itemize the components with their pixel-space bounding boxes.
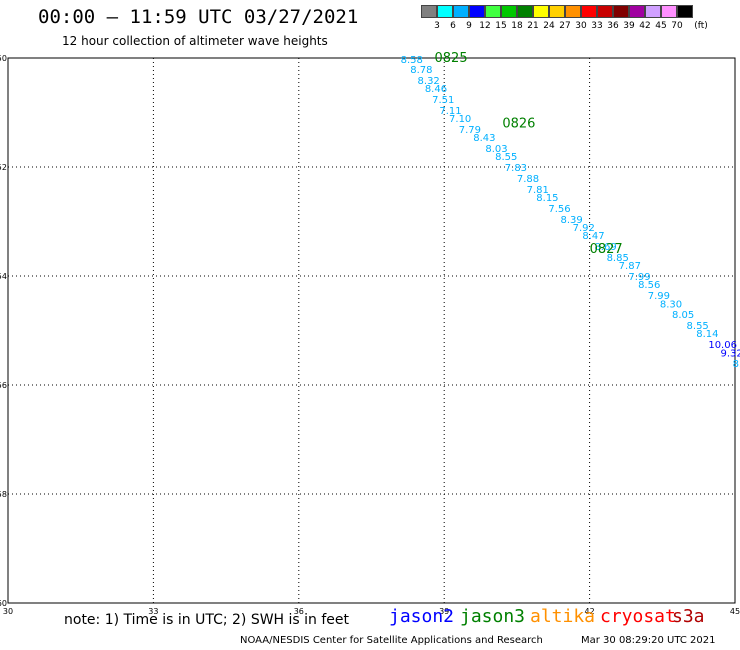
lon-tick-label: 33 bbox=[148, 607, 158, 616]
lat-tick-label: -54 bbox=[0, 272, 7, 281]
scale-swatch bbox=[453, 5, 469, 18]
scale-label: 45 bbox=[655, 21, 667, 31]
lat-tick-label: -50 bbox=[0, 54, 7, 63]
scale-label: 39 bbox=[623, 21, 635, 31]
lon-tick-label: 42 bbox=[585, 607, 595, 616]
scale-swatch bbox=[645, 5, 661, 18]
wave-height-label: 8.55 bbox=[687, 321, 709, 332]
scale-swatch bbox=[485, 5, 501, 18]
scale-label: 21 bbox=[527, 21, 539, 31]
scale-swatch bbox=[501, 5, 517, 18]
map-axes: 30 33 36 39 42 45 -50 -52 -54 -56 -58 -60 bbox=[0, 54, 740, 616]
wave-height-label: 7.81 bbox=[527, 185, 549, 196]
time-label: 0825 bbox=[435, 51, 468, 66]
wave-height-label: 8.69 bbox=[594, 242, 616, 253]
scale-swatch bbox=[629, 5, 645, 18]
wave-height-label: 7.51 bbox=[432, 95, 454, 106]
wave-height-label: 8.47 bbox=[582, 231, 604, 242]
lon-tick-label: 39 bbox=[439, 607, 449, 616]
wave-height-label: 8.46 bbox=[425, 84, 447, 95]
scale-label: 42 bbox=[639, 21, 651, 31]
lat-tick-label: -60 bbox=[0, 599, 7, 608]
scale-label: 9 bbox=[466, 21, 472, 31]
scale-label: 30 bbox=[575, 21, 587, 31]
scale-label: 33 bbox=[591, 21, 603, 31]
wave-height-label: 8.58 bbox=[401, 55, 423, 66]
wave-height-label: 8.55 bbox=[495, 152, 517, 163]
lat-tick-label: -52 bbox=[0, 163, 7, 172]
scale-label: 36 bbox=[607, 21, 619, 31]
wave-height-label: 7.88 bbox=[517, 174, 539, 185]
wave-height-label: 10.06 bbox=[708, 340, 737, 351]
wave-height-label: 8.78 bbox=[410, 65, 432, 76]
scale-unit: (ft) bbox=[694, 21, 708, 31]
scale-swatch bbox=[613, 5, 629, 18]
wave-height-label: 7.87 bbox=[619, 261, 641, 272]
wave-height-label: 8.43 bbox=[473, 133, 495, 144]
altimeter-track: 8.588.788.328.467.517.117.107.798.438.03… bbox=[401, 55, 740, 370]
satellite-s3a: s3a bbox=[672, 606, 705, 627]
wave-height-label: 8.30 bbox=[660, 299, 682, 310]
scale-label: 3 bbox=[434, 21, 440, 31]
scale-swatch bbox=[661, 5, 677, 18]
satellite-altika: altika bbox=[530, 606, 596, 627]
footer-note: note: 1) Time is in UTC; 2) SWH is in fe… bbox=[64, 612, 350, 628]
satellite-cryosat: cryosat bbox=[600, 606, 676, 627]
timestamp-text: Mar 30 08:29:20 UTC 2021 bbox=[581, 635, 716, 646]
credit-text: NOAA/NESDIS Center for Satellite Applica… bbox=[240, 635, 543, 646]
scale-label: 12 bbox=[479, 21, 491, 31]
scale-label: 70 bbox=[671, 21, 683, 31]
lon-tick-label: 36 bbox=[294, 607, 304, 616]
map-grid bbox=[7, 57, 736, 604]
scale-swatch bbox=[533, 5, 549, 18]
scale-swatch bbox=[421, 5, 437, 18]
color-scale bbox=[421, 5, 693, 18]
scale-swatch bbox=[437, 5, 453, 18]
wave-height-label: 7.10 bbox=[449, 114, 471, 125]
scale-swatch bbox=[565, 5, 581, 18]
map-frame bbox=[7, 57, 736, 604]
lat-tick-label: -58 bbox=[0, 490, 7, 499]
wave-height-label: 8.15 bbox=[536, 193, 558, 204]
wave-height-label: 7.11 bbox=[439, 106, 461, 117]
wave-height-label: 8.14 bbox=[696, 329, 718, 340]
map-subtitle: 12 hour collection of altimeter wave hei… bbox=[62, 34, 328, 48]
lat-tick-label: -56 bbox=[0, 381, 7, 390]
scale-label: 24 bbox=[543, 21, 555, 31]
wave-height-label: 8.39 bbox=[561, 215, 583, 226]
time-label: 0827 bbox=[590, 242, 623, 257]
scale-label: 15 bbox=[495, 21, 507, 31]
wave-height-label: 7.99 bbox=[648, 291, 670, 302]
scale-swatch bbox=[549, 5, 565, 18]
satellite-jason2: jason2 bbox=[389, 606, 455, 627]
scale-swatch bbox=[517, 5, 533, 18]
time-label: 0826 bbox=[502, 116, 535, 131]
wave-height-label: 7.83 bbox=[505, 163, 527, 174]
map-title: 00:00 — 11:59 UTC 03/27/2021 bbox=[38, 6, 359, 28]
wave-height-label: 7.99 bbox=[628, 272, 650, 283]
scale-label: 6 bbox=[450, 21, 456, 31]
wave-height-label: 8.03 bbox=[485, 144, 507, 155]
lon-tick-label: 45 bbox=[730, 607, 740, 616]
satellite-jason3: jason3 bbox=[460, 606, 526, 627]
wave-height-label: 8.56 bbox=[638, 280, 660, 291]
wave-height-label: 7.92 bbox=[573, 223, 595, 234]
wave-height-label: 9.32 bbox=[720, 348, 740, 359]
scale-swatch bbox=[581, 5, 597, 18]
scale-label: 18 bbox=[511, 21, 523, 31]
scale-swatch bbox=[469, 5, 485, 18]
wave-height-label: 8.85 bbox=[607, 253, 629, 264]
wave-height-label: 7.79 bbox=[459, 125, 481, 136]
wave-height-label: 8. bbox=[733, 359, 740, 370]
wave-height-label: 8.32 bbox=[418, 76, 440, 87]
lon-tick-label: 30 bbox=[3, 607, 13, 616]
scale-swatch bbox=[597, 5, 613, 18]
wave-height-label: 7.56 bbox=[548, 204, 570, 215]
wave-height-label: 8.05 bbox=[672, 310, 694, 321]
scale-label: 27 bbox=[559, 21, 571, 31]
scale-swatch bbox=[677, 5, 693, 18]
time-labels: 0825 0826 0827 bbox=[435, 51, 623, 257]
